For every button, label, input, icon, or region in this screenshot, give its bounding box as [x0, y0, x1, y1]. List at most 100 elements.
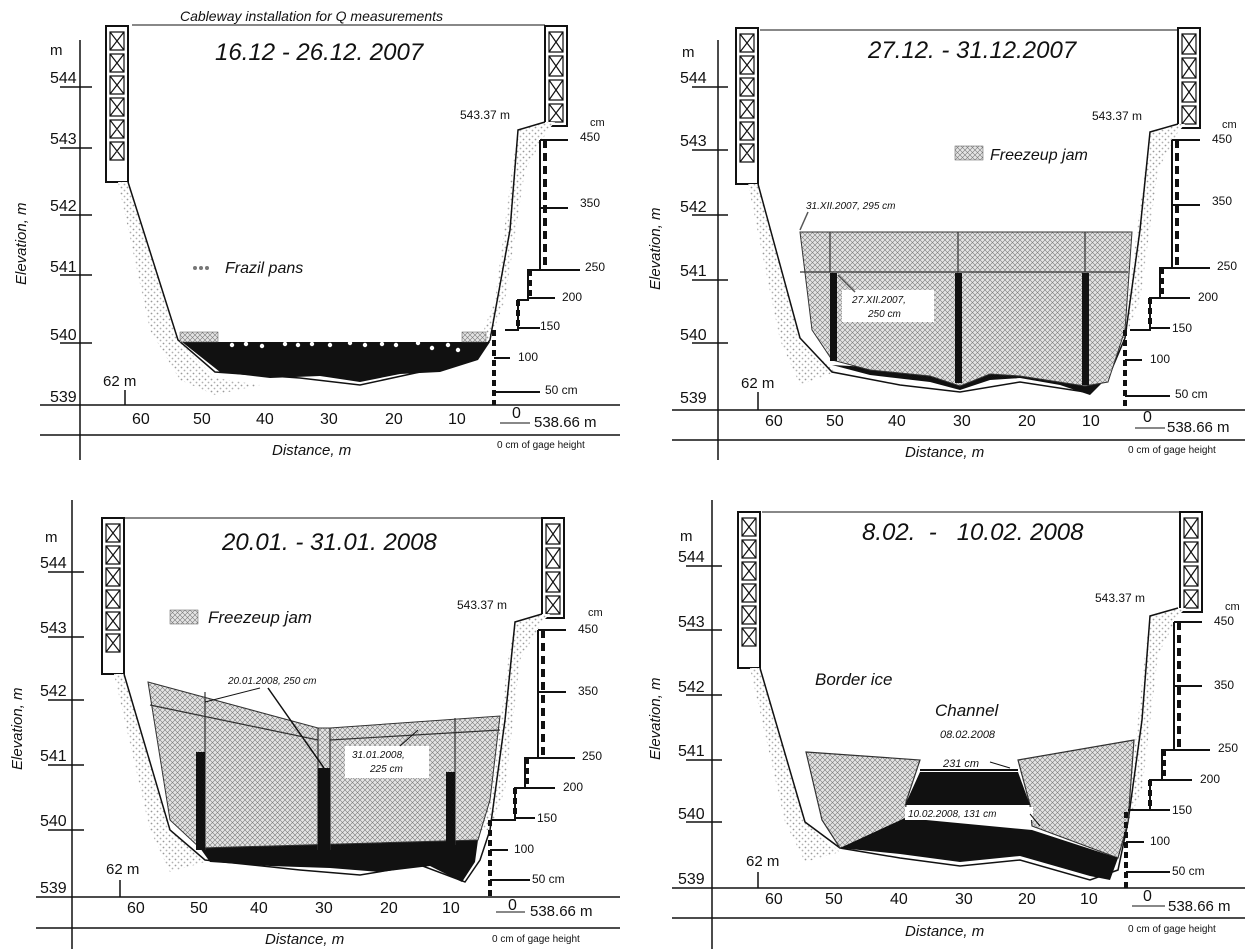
- border-ice-right: [461, 331, 487, 343]
- annotation-arrow: [837, 274, 856, 293]
- dist-tick: 40: [890, 891, 908, 908]
- elev-tick: 539: [680, 390, 707, 407]
- x-axis-label: Distance, m: [272, 442, 351, 459]
- annotation-arrow: [204, 687, 261, 703]
- annotation: 20.01.2008, 250 cm: [227, 676, 316, 687]
- gage-zero-label: 538.66 m: [1167, 419, 1230, 436]
- elev-tick: 542: [678, 679, 705, 696]
- elev-tick: 543: [680, 133, 707, 150]
- gage-zero-label: 538.66 m: [1168, 898, 1231, 915]
- elev-tick: 540: [680, 327, 707, 344]
- dist-tick: 50: [826, 413, 844, 430]
- elevation-tick-labels: 544 543 542 541 540 539: [40, 555, 67, 897]
- gage-tick-labels: 450 350 250 200 150 100 50 cm: [514, 622, 602, 886]
- gage-staff: [1124, 621, 1210, 888]
- gage-tick: 200: [1200, 772, 1220, 786]
- gage-zero-note: 0 cm of gage height: [1128, 924, 1216, 935]
- gage-tick: 50 cm: [1175, 387, 1208, 401]
- annotation-arrow: [267, 687, 325, 769]
- y-axis-label: Elevation, m: [9, 687, 26, 770]
- gage-tick: 50 cm: [1172, 864, 1205, 878]
- elevation-tick-marks: [686, 565, 722, 823]
- dist-tick: 20: [380, 900, 398, 917]
- dist-tick: 50: [193, 411, 211, 428]
- annotation: 250 cm: [867, 309, 901, 320]
- gage-tick: 150: [537, 811, 557, 825]
- annotation-arrow: [989, 761, 1011, 769]
- axes: [672, 500, 1245, 949]
- gage-tick: 50 cm: [532, 872, 565, 886]
- dist-tick: 20: [385, 411, 403, 428]
- y-axis-label: Elevation, m: [13, 202, 30, 285]
- gage-unit: cm: [1225, 601, 1240, 613]
- elev-tick: 543: [50, 131, 77, 148]
- panel-title: 20.01. - 31.01. 2008: [221, 529, 437, 556]
- panel-3: m 544 543 542 541 540 539 Elevation, m: [9, 500, 620, 949]
- axes: [40, 24, 620, 460]
- riverbed-outline: [123, 613, 543, 883]
- elev-tick: 540: [50, 327, 77, 344]
- elevation-tick-marks: [692, 86, 728, 344]
- x-axis-label: Distance, m: [905, 923, 984, 940]
- x-axis-label: Distance, m: [905, 444, 984, 461]
- dist-tick: 0: [512, 405, 521, 422]
- legend-swatch: [954, 145, 984, 161]
- marker-62m: 62 m: [741, 375, 774, 392]
- dist-tick: 50: [825, 891, 843, 908]
- riverbed-outline: [757, 123, 1179, 393]
- dist-tick: 10: [442, 900, 460, 917]
- gage-tick-labels: 450 350 250 200 150 100 50 cm: [1150, 614, 1238, 878]
- frazil-pans: [229, 340, 461, 353]
- annotation: 231 cm: [942, 758, 979, 770]
- elevation-tick-labels: 544 543 542 541 540 539: [680, 70, 707, 407]
- elev-tick: 539: [40, 880, 67, 897]
- marker-62m: 62 m: [106, 861, 139, 878]
- dist-tick: 30: [315, 900, 333, 917]
- gage-tick: 250: [1217, 259, 1237, 273]
- dist-tick: 0: [1143, 888, 1152, 905]
- right-bank: [478, 614, 550, 830]
- gage-unit: cm: [590, 117, 605, 129]
- gage-tick: 100: [1150, 352, 1170, 366]
- gage-tick: 150: [1172, 321, 1192, 335]
- elevation-tick-labels: 544 543 542 541 540 539: [678, 549, 705, 888]
- jam-block-lines: [800, 232, 1128, 273]
- dist-tick: 40: [250, 900, 268, 917]
- bank-elevation-label: 543.37 m: [1095, 591, 1145, 605]
- y-axis-label: Elevation, m: [647, 207, 664, 290]
- dist-tick: 60: [765, 891, 783, 908]
- gage-zero-label: 538.66 m: [534, 414, 597, 431]
- elev-tick: 539: [50, 389, 77, 406]
- y-axis-label: Elevation, m: [647, 677, 664, 760]
- elev-tick: 543: [40, 620, 67, 637]
- gage-tick: 200: [1198, 290, 1218, 304]
- dist-tick: 30: [953, 413, 971, 430]
- left-cableway-tower: [735, 27, 759, 185]
- panel-title: 27.12. - 31.12.2007: [867, 37, 1078, 64]
- y-axis-unit: m: [682, 44, 695, 61]
- dist-tick: 60: [765, 413, 783, 430]
- gage-tick: 150: [540, 319, 560, 333]
- annotation-arrow: [399, 729, 419, 747]
- annotation: 08.02.2008: [940, 729, 996, 741]
- gage-tick: 200: [563, 780, 583, 794]
- axes: [36, 500, 620, 949]
- dist-tick: 0: [1143, 409, 1152, 426]
- right-cableway-tower: [541, 517, 565, 619]
- ice-cracks: [830, 273, 1089, 385]
- panel-1: m 544 543 542 541 540 539 Elevation, m: [13, 24, 620, 460]
- legend-label: Freezeup jam: [990, 147, 1088, 164]
- elev-tick: 544: [678, 549, 705, 566]
- annotation: 31.01.2008,: [352, 750, 405, 761]
- elev-tick: 540: [678, 806, 705, 823]
- gage-tick: 450: [580, 130, 600, 144]
- gage-tick: 50 cm: [545, 383, 578, 397]
- gage-tick-labels: 450 350 250 200 150 100 50 cm: [1150, 132, 1237, 401]
- gage-tick: 150: [1172, 803, 1192, 817]
- dist-tick: 20: [1018, 413, 1036, 430]
- dist-tick: 50: [190, 900, 208, 917]
- left-cableway-tower: [101, 517, 125, 675]
- elev-tick: 544: [680, 70, 707, 87]
- dist-tick: 30: [955, 891, 973, 908]
- y-axis-unit: m: [50, 42, 63, 59]
